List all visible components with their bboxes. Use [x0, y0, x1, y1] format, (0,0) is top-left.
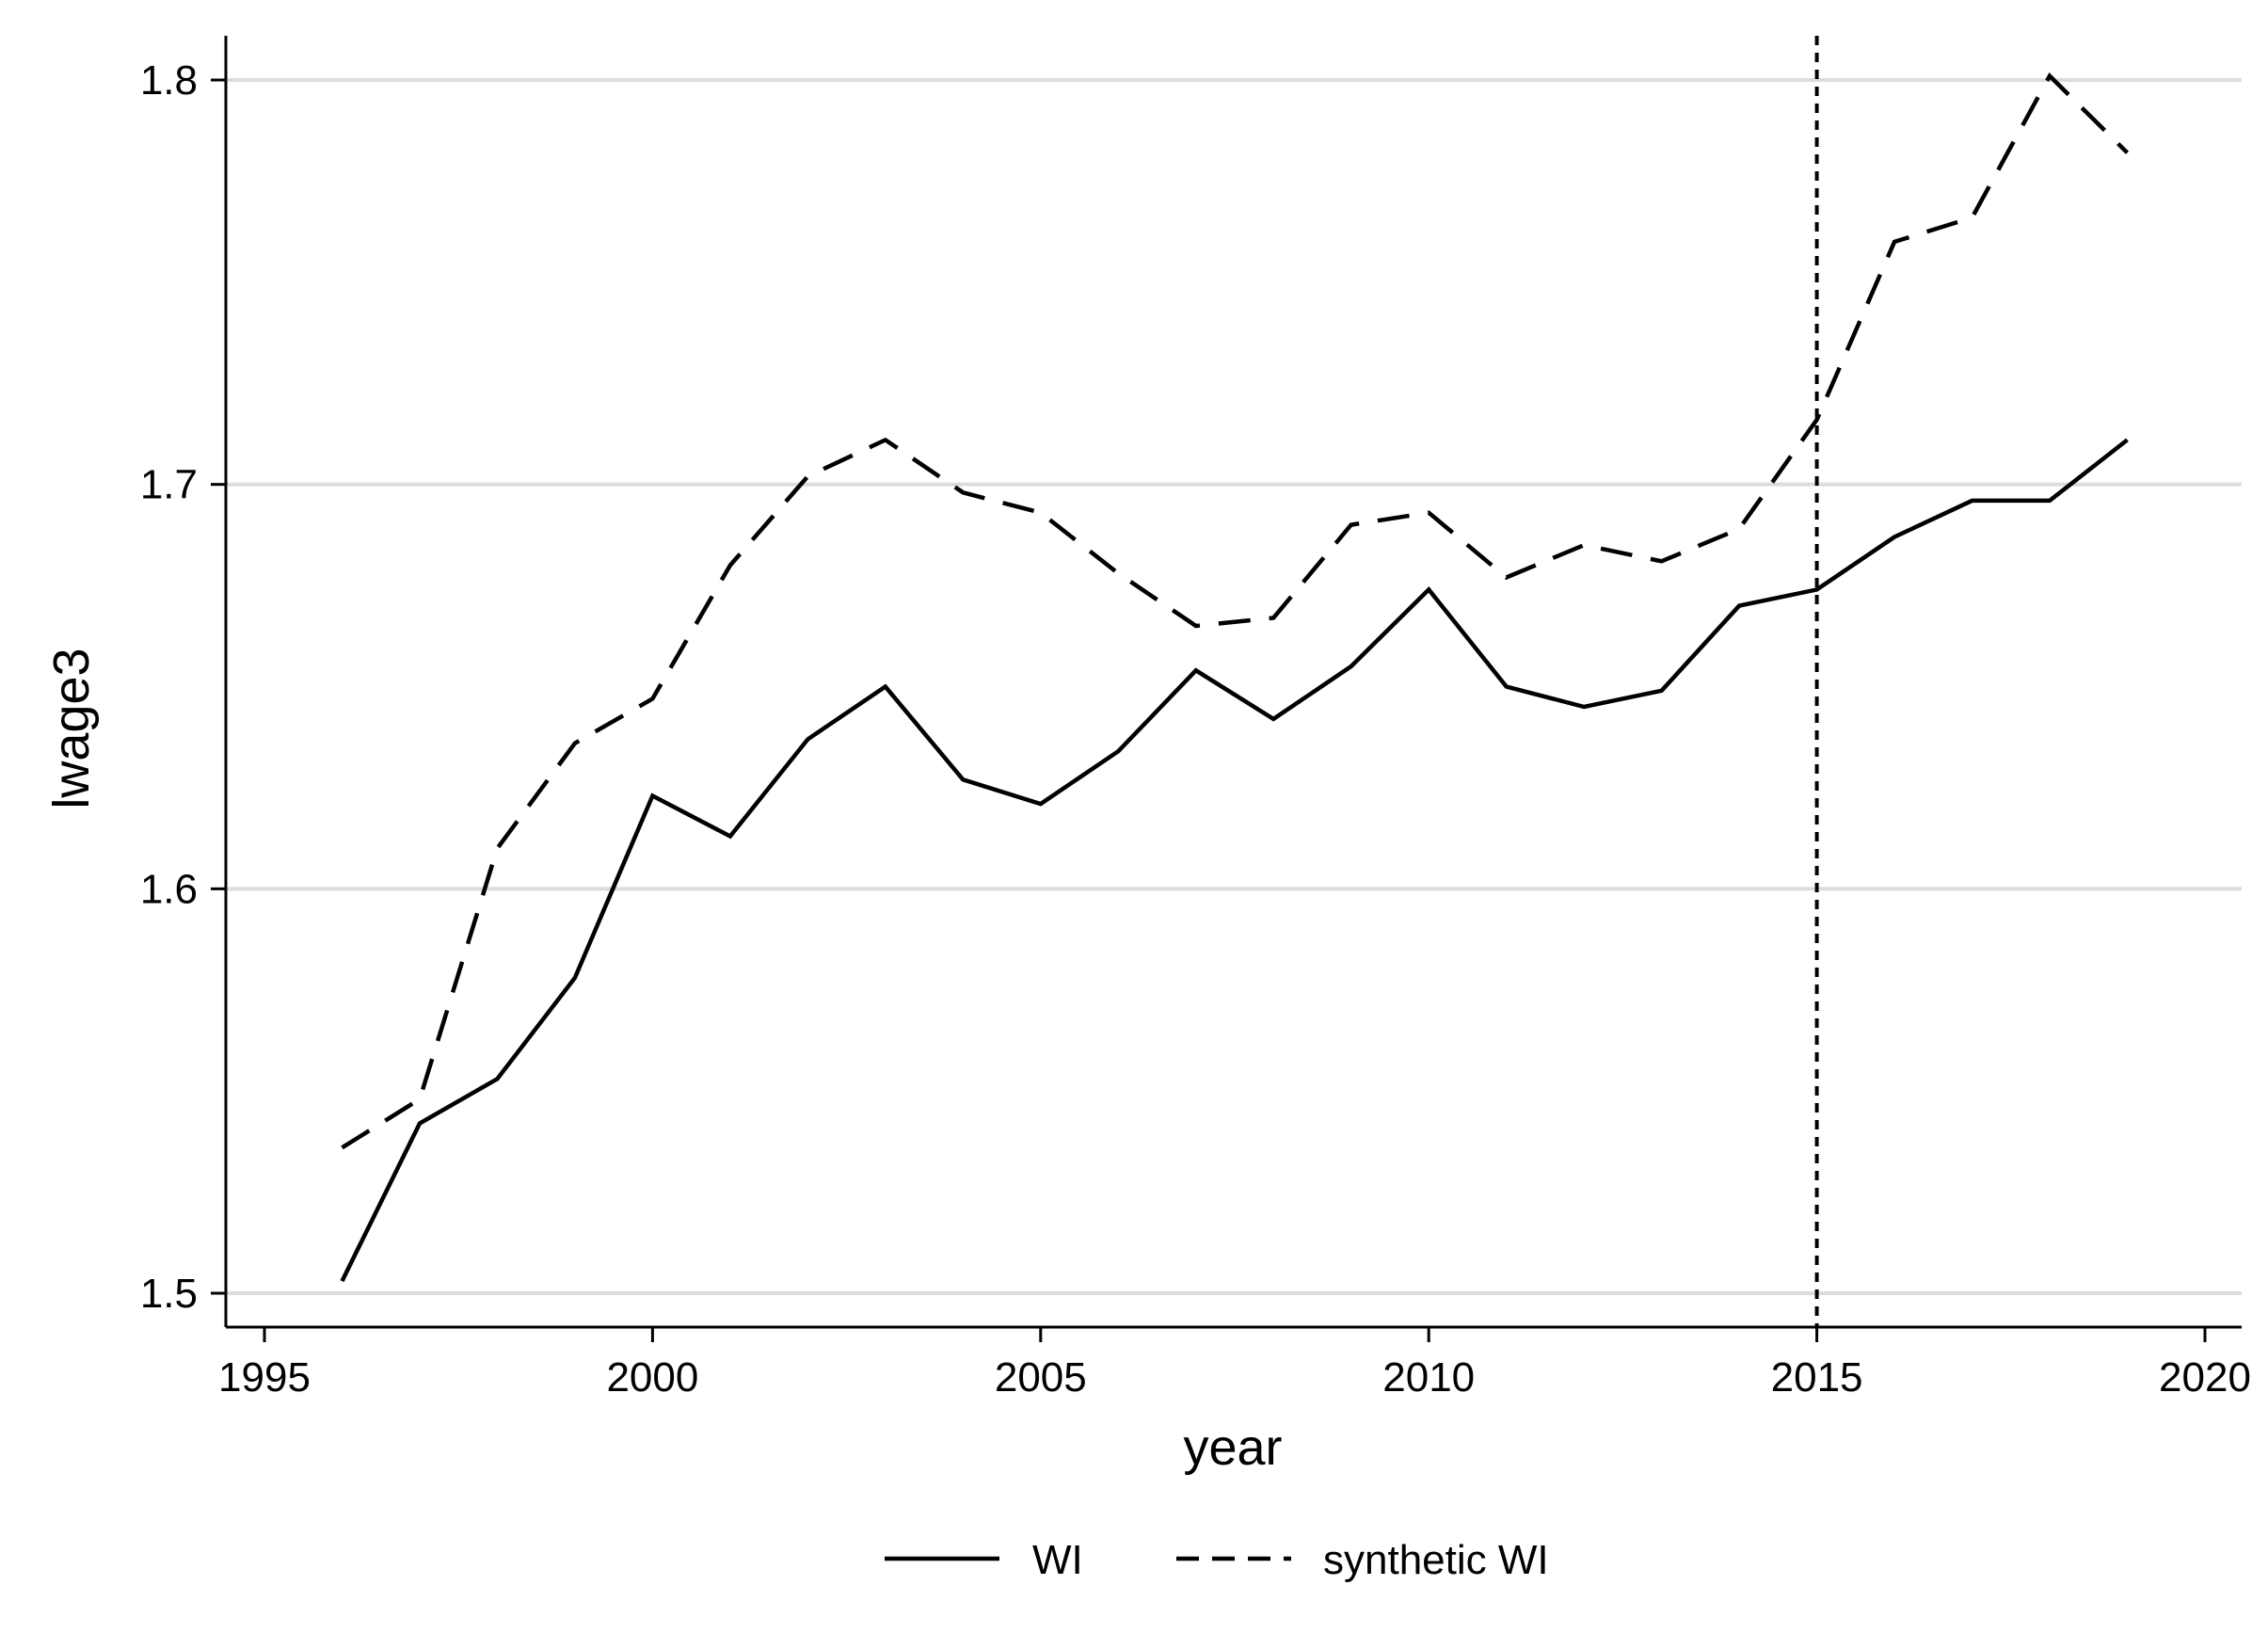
y-tick-label-2: 1.7 — [140, 462, 198, 508]
series-group — [340, 72, 2130, 1283]
series-line-synthetic-wi — [341, 72, 2130, 1150]
y-tick-label-1: 1.6 — [140, 866, 198, 912]
y-tick-label-3: 1.8 — [140, 57, 198, 104]
legend-label-wi: WI — [1032, 1537, 1083, 1583]
x-tick-label-2: 2005 — [995, 1354, 1087, 1401]
ticks: 1.5 1.6 1.7 1.8 1995 2000 2005 2010 2015 2020 — [140, 57, 2251, 1401]
x-tick-label-0: 1995 — [218, 1354, 311, 1401]
x-tick-label-4: 2015 — [1771, 1354, 1863, 1401]
axes — [224, 36, 2242, 1329]
legend: WI synthetic WI — [885, 1537, 1549, 1583]
x-tick-label-5: 2020 — [2159, 1354, 2251, 1401]
x-tick-label-3: 2010 — [1382, 1354, 1475, 1401]
legend-label-synthetic-wi: synthetic WI — [1323, 1537, 1549, 1583]
y-axis-title: lwage3 — [43, 648, 100, 808]
x-tick-label-1: 2000 — [606, 1354, 698, 1401]
y-tick-label-0: 1.5 — [140, 1271, 198, 1317]
gridlines — [226, 78, 2242, 1295]
series-line-wi — [340, 438, 2129, 1283]
x-axis-title: year — [1183, 1419, 1282, 1476]
